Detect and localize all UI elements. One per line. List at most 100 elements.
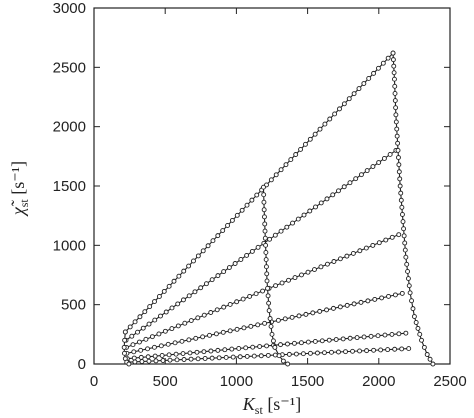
series-5-point xyxy=(285,341,290,347)
series-3-point xyxy=(383,237,389,243)
series-3-point xyxy=(324,261,330,267)
series-4-point xyxy=(248,323,254,329)
series-2-point xyxy=(295,216,301,222)
series-5-point xyxy=(375,333,381,339)
series-4-point xyxy=(344,302,350,308)
series-7-point xyxy=(269,331,275,337)
y-axis-ticks: 0 500 1000 1500 2000 2500 3000 xyxy=(53,0,450,373)
series-8-point xyxy=(399,204,405,210)
series-2-point xyxy=(370,164,376,170)
series-2-point xyxy=(272,232,278,238)
series-3-point xyxy=(247,293,253,299)
series-3-point xyxy=(260,288,266,294)
series-5-point xyxy=(382,332,388,338)
series-3-point xyxy=(162,328,168,334)
series-2-point xyxy=(226,265,232,270)
series-2-point xyxy=(221,269,227,275)
series-6-point xyxy=(307,350,313,356)
x-axis-ticks: 0 500 1000 1500 2000 2500 xyxy=(90,8,467,390)
series-8-point xyxy=(393,112,399,118)
series-5-point xyxy=(368,333,374,339)
series-1-point xyxy=(268,177,274,183)
series-8-point xyxy=(392,98,398,104)
series-2-point xyxy=(301,212,307,218)
x-tick-label: 1000 xyxy=(220,373,253,390)
series-2-point xyxy=(376,160,382,165)
series-5-point xyxy=(194,349,200,355)
series-7-point xyxy=(263,242,269,248)
series-5-point xyxy=(201,349,207,355)
series-7-point xyxy=(280,358,286,364)
series-8-point xyxy=(401,226,407,232)
series-2-point xyxy=(358,172,364,178)
series-8-point xyxy=(396,155,401,160)
series-7-point xyxy=(262,214,267,220)
series-3-point xyxy=(305,269,311,275)
series-7-point xyxy=(267,316,273,321)
series-4-point xyxy=(193,335,199,341)
x-tick-label: 2000 xyxy=(362,373,395,390)
series-1-point xyxy=(191,258,196,264)
series-4-point xyxy=(227,328,233,334)
series-7-point xyxy=(264,271,270,277)
series-5-point xyxy=(145,354,151,360)
series-3-point xyxy=(201,312,207,318)
series-6-point xyxy=(132,359,138,365)
series-4-point xyxy=(365,298,371,304)
series-8-point xyxy=(392,90,398,96)
series-8-point xyxy=(424,352,430,357)
y-tick-label: 1500 xyxy=(53,178,86,195)
series-5-point xyxy=(257,344,263,349)
series-1-point xyxy=(341,101,347,107)
series-5-point xyxy=(166,352,172,358)
series-3-point xyxy=(273,283,279,289)
series-1-point xyxy=(332,111,338,117)
series-8-point xyxy=(413,320,419,325)
series-5-point xyxy=(187,350,193,356)
series-9-point xyxy=(126,361,132,367)
series-4-point xyxy=(255,322,261,328)
series-line-7 xyxy=(262,187,288,365)
series-5-point xyxy=(326,337,332,343)
series-1-point xyxy=(249,197,255,203)
series-7-point xyxy=(261,207,267,213)
series-3-point xyxy=(253,291,259,297)
series-8-point xyxy=(417,331,423,337)
series-4-point xyxy=(241,325,247,331)
series-layer xyxy=(121,50,436,367)
series-6-point xyxy=(265,352,271,358)
series-4-point xyxy=(392,292,398,298)
series-1-point xyxy=(234,212,240,218)
series-5-point xyxy=(229,346,235,352)
series-8-point xyxy=(398,197,404,203)
series-6-point xyxy=(300,351,306,357)
series-7-point xyxy=(264,278,270,284)
series-1-point xyxy=(283,162,289,168)
series-1-point xyxy=(254,192,260,198)
series-7-point xyxy=(263,257,269,263)
series-2-point xyxy=(290,220,295,226)
series-2-point xyxy=(284,224,290,230)
series-5-point xyxy=(333,337,339,342)
series-1-point xyxy=(327,116,333,122)
series-4-point xyxy=(200,334,206,340)
series-1-point xyxy=(307,136,313,142)
series-7-point xyxy=(262,235,268,241)
series-6-point xyxy=(139,359,145,364)
series-2-point xyxy=(129,333,135,339)
series-8-point xyxy=(394,133,400,139)
series-2-point xyxy=(353,176,359,182)
series-2-point xyxy=(341,184,347,190)
series-5-point xyxy=(180,351,186,357)
series-6-point xyxy=(230,354,236,360)
series-2-point xyxy=(180,297,186,303)
series-2-point xyxy=(255,244,261,250)
series-4-point xyxy=(324,307,330,313)
series-8-point xyxy=(403,254,409,260)
series-6-point xyxy=(322,350,327,356)
series-6-point xyxy=(371,347,377,353)
series-4-point xyxy=(151,344,157,350)
series-3-point xyxy=(299,272,304,278)
series-1-point xyxy=(278,167,284,173)
series-9-point xyxy=(122,350,127,356)
